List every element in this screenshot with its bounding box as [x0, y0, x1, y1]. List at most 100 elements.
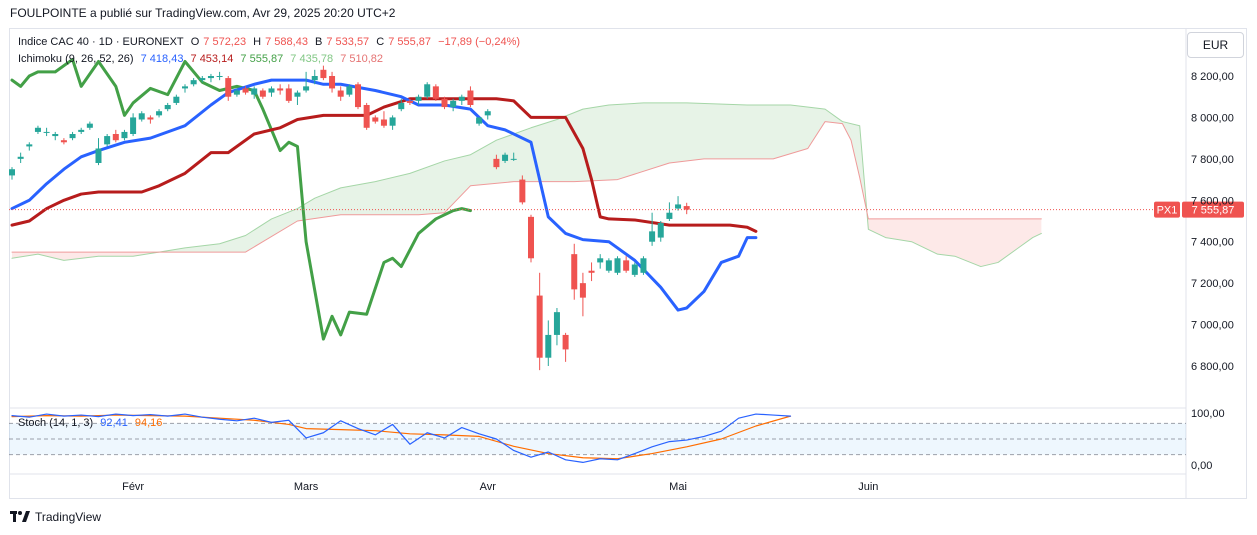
candle-body	[406, 100, 413, 103]
time-tick-label: Mai	[669, 481, 687, 493]
time-tick-label: Juin	[858, 481, 878, 493]
ichimoku-name[interactable]: Ichimoku (9, 26, 52, 26)	[18, 53, 134, 65]
publish-caption: FOULPOINTE a publié sur TradingView.com,…	[10, 6, 396, 20]
candle-body	[623, 260, 630, 271]
candle-body	[545, 334, 552, 358]
candle	[34, 125, 41, 134]
candle	[164, 102, 171, 112]
candle	[363, 102, 370, 130]
candle-body	[86, 123, 93, 128]
candle	[380, 111, 387, 128]
tradingview-logo[interactable]: TradingView	[10, 510, 101, 524]
candle-body	[631, 264, 638, 275]
candle-body	[95, 148, 102, 163]
candle	[294, 90, 301, 105]
candle-body	[579, 283, 586, 298]
candle	[536, 272, 543, 371]
candle-body	[9, 169, 15, 176]
candle-body	[190, 80, 197, 85]
candle	[450, 98, 457, 112]
candle	[112, 129, 119, 143]
candle	[138, 111, 145, 122]
candle-body	[17, 156, 24, 159]
candle	[199, 76, 206, 83]
ichimoku-base-value: 7 453,14	[190, 53, 234, 65]
candle-body	[389, 117, 396, 126]
candle-body	[285, 88, 292, 101]
candle-body	[424, 84, 431, 97]
time-tick-label: Mars	[294, 481, 319, 493]
candle	[545, 320, 552, 366]
ichimoku-lagging-value: 7 555,87	[240, 53, 284, 65]
candle-body	[337, 90, 344, 97]
time-tick-label: Avr	[480, 481, 497, 493]
candle	[649, 212, 656, 246]
candle-body	[216, 76, 223, 77]
candle	[562, 332, 569, 362]
symbol-label[interactable]: Indice CAC 40 · 1D · EURONEXT	[18, 36, 184, 48]
candle	[502, 152, 509, 163]
candle	[69, 131, 76, 141]
candle	[251, 86, 258, 99]
candle	[579, 272, 586, 317]
currency-button[interactable]: EUR	[1187, 32, 1244, 58]
candle	[398, 98, 405, 112]
price-tick-label: 7 400,00	[1191, 237, 1234, 249]
cloud-fill	[864, 177, 1042, 267]
candle	[329, 71, 336, 93]
price-tag: PX1 7 555,87	[1154, 201, 1244, 218]
candle	[476, 117, 483, 126]
candle	[86, 121, 93, 130]
stoch-tick-label: 0,00	[1191, 460, 1212, 472]
candle	[683, 202, 690, 215]
candle	[528, 214, 534, 263]
candle-body	[640, 258, 647, 273]
ichimoku-conversion-value: 7 418,43	[140, 53, 184, 65]
ichimoku-cloud	[12, 102, 1042, 267]
candle	[640, 256, 647, 275]
candle-body	[164, 105, 171, 110]
candle	[207, 73, 214, 83]
candle	[406, 98, 413, 105]
stoch-legend: Stoch (14, 1, 3) 92,41 94,16	[18, 417, 166, 429]
candle	[26, 142, 33, 151]
candle-body	[43, 131, 50, 133]
candle-body	[450, 100, 457, 108]
candle	[571, 243, 578, 300]
price-tag-symbol: PX1	[1157, 205, 1178, 217]
price-tick-label: 8 200,00	[1191, 71, 1234, 83]
grid	[9, 28, 1187, 499]
candle-body	[311, 76, 318, 81]
candle	[130, 113, 137, 137]
candle	[657, 221, 664, 242]
candle-body	[493, 158, 500, 168]
candle	[675, 196, 682, 211]
candle	[614, 256, 621, 275]
candle	[182, 84, 188, 93]
stoch-d-value: 94,16	[134, 417, 163, 429]
price-tag-symbol-bg	[1154, 201, 1180, 218]
candle-body	[605, 260, 612, 271]
candle	[225, 76, 232, 101]
candle	[510, 152, 517, 161]
candle	[242, 86, 249, 95]
candle	[121, 129, 128, 141]
candle-body	[502, 154, 509, 161]
candle	[432, 84, 439, 101]
cloud-fill	[12, 252, 155, 261]
chart-frame[interactable]	[9, 28, 1247, 499]
candle	[303, 71, 310, 93]
price-tick-label: 7 200,00	[1191, 278, 1234, 290]
candle-body	[588, 270, 595, 273]
stoch-tick-label: 100,00	[1191, 408, 1225, 420]
candle-body	[597, 258, 604, 263]
candle	[346, 84, 353, 97]
stoch-name[interactable]: Stoch (14, 1, 3)	[18, 417, 94, 429]
candle-body	[372, 117, 379, 122]
candle-body	[242, 88, 249, 93]
price-tick-label: 6 800,00	[1191, 361, 1234, 373]
stochastic-pane	[9, 413, 1186, 463]
